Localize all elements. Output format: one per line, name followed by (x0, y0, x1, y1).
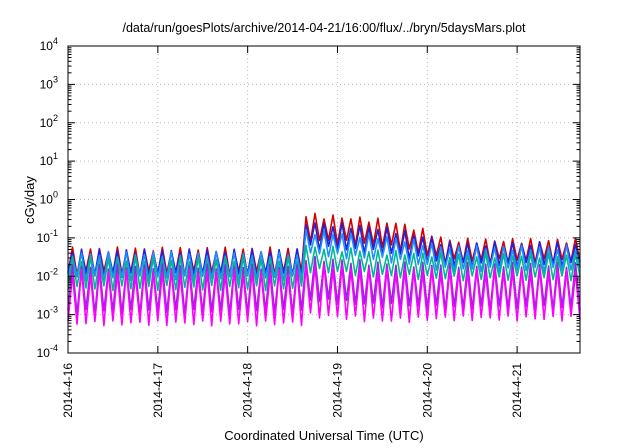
y-tick-label: 10-2 (37, 266, 58, 283)
y-tick-label: 104 (40, 36, 58, 53)
x-ticks: 2014-4-16 2014-4-17 2014-4-18 2014-4-19 2014… (61, 46, 524, 418)
x-tick-label: 2014-4-21 (510, 363, 524, 418)
grid (68, 46, 580, 353)
x-tick-label: 2014-4-20 (420, 363, 434, 418)
x-tick-label: 2014-4-19 (330, 363, 344, 418)
chart-title: /data/run/goesPlots/archive/2014-04-21/1… (122, 21, 526, 35)
series-line (67, 244, 581, 292)
y-tick-label: 10-4 (37, 343, 58, 360)
y-tick-label: 103 (40, 74, 58, 91)
x-tick-label: 2014-4-17 (151, 363, 165, 418)
y-tick-label: 10-3 (37, 305, 58, 322)
series-group (67, 212, 581, 327)
x-axis-label: Coordinated Universal Time (UTC) (224, 428, 423, 443)
y-axis-label: cGy/day (22, 176, 37, 224)
y-tick-label: 100 (40, 190, 58, 207)
series-line (67, 255, 581, 316)
x-tick-label: 2014-4-16 (61, 363, 75, 418)
y-tick-label: 102 (40, 113, 58, 130)
y-tick-label: 10-1 (37, 228, 58, 245)
x-tick-label: 2014-4-18 (241, 363, 255, 418)
series-line (67, 228, 581, 282)
y-tick-label: 101 (40, 151, 58, 168)
series-line (67, 263, 581, 327)
